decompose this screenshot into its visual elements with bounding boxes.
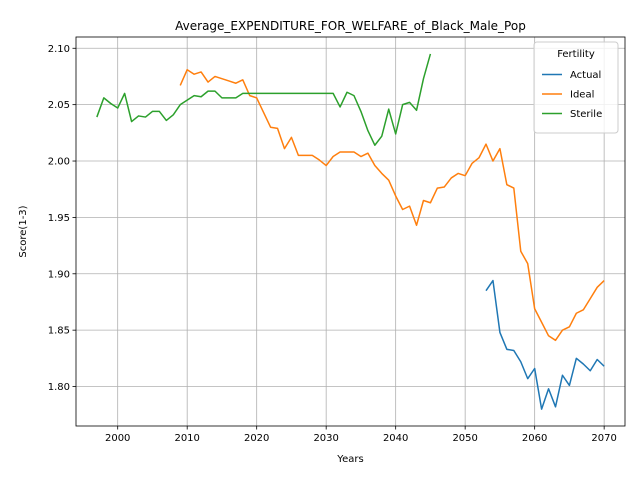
x-tick-label: 2010 bbox=[174, 433, 199, 444]
plot-frame bbox=[75, 36, 626, 427]
series-line-ideal bbox=[179, 68, 605, 342]
legend-entries: Actual Ideal Sterile bbox=[542, 70, 602, 120]
legend-label-sterile: Sterile bbox=[570, 109, 602, 120]
legend: Fertility Actual Ideal Sterile bbox=[533, 41, 619, 134]
x-tick-label: 2030 bbox=[313, 433, 338, 444]
legend-box bbox=[533, 41, 619, 134]
x-tick-label: 2050 bbox=[452, 433, 477, 444]
y-tick-label: 1.80 bbox=[48, 382, 70, 393]
series-line-sterile bbox=[96, 53, 432, 146]
chart-title: Average_EXPENDITURE_FOR_WELFARE_of_Black… bbox=[175, 19, 526, 33]
y-tick-label: 2.10 bbox=[48, 44, 70, 55]
x-tick-label: 2000 bbox=[105, 433, 130, 444]
x-tick-label: 2070 bbox=[591, 433, 616, 444]
y-tick-label: 2.05 bbox=[48, 100, 70, 111]
x-tick-label: 2020 bbox=[244, 433, 269, 444]
x-axis-label: Years bbox=[336, 454, 363, 465]
y-axis-label: Score(1-3) bbox=[18, 205, 29, 257]
series-lines bbox=[96, 53, 605, 410]
y-tick-label: 2.00 bbox=[48, 157, 70, 168]
y-axis-ticks: 1.80 1.85 1.90 1.95 2.00 2.05 2.10 bbox=[48, 44, 76, 393]
legend-label-ideal: Ideal bbox=[570, 90, 594, 101]
series-line-actual bbox=[485, 279, 605, 410]
y-tick-label: 1.85 bbox=[48, 326, 70, 337]
x-axis-ticks: 2000 2010 2020 2030 2040 2050 2060 2070 bbox=[105, 426, 617, 444]
y-tick-label: 1.90 bbox=[48, 269, 70, 280]
legend-title: Fertility bbox=[557, 49, 595, 60]
x-tick-label: 2040 bbox=[383, 433, 408, 444]
y-tick-label: 1.95 bbox=[48, 213, 70, 224]
x-tick-label: 2060 bbox=[522, 433, 547, 444]
legend-label-actual: Actual bbox=[570, 70, 601, 81]
